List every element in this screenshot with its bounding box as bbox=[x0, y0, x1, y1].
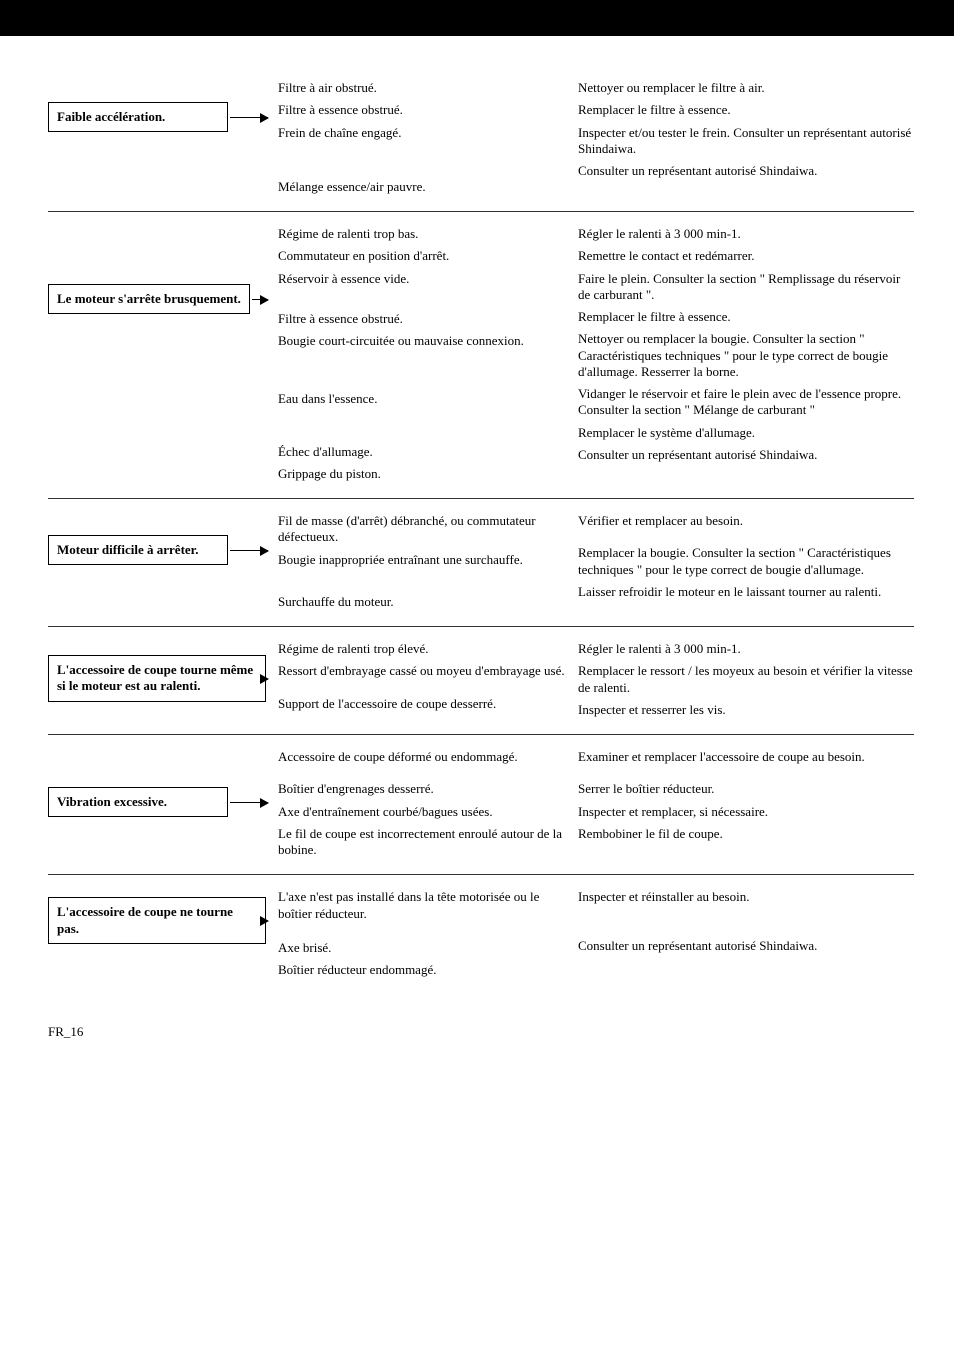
cause-item: Filtre à essence obstrué. bbox=[278, 102, 568, 118]
cause-item: Régime de ralenti trop bas. bbox=[278, 226, 568, 242]
cause-item: Axe brisé. bbox=[278, 940, 568, 956]
cause-list: L'axe n'est pas installé dans la tête mo… bbox=[278, 889, 578, 978]
arrow-icon bbox=[230, 117, 268, 118]
remedy-item: Rembobiner le fil de coupe. bbox=[578, 826, 914, 842]
remedy-item: Inspecter et remplacer, si nécessaire. bbox=[578, 804, 914, 820]
remedy-item: Vidanger le réservoir et faire le plein … bbox=[578, 386, 914, 419]
cause-list: Régime de ralenti trop élevé. Ressort d'… bbox=[278, 641, 578, 712]
symptom-box: L'accessoire de coupe tourne même si le … bbox=[48, 655, 266, 702]
cause-item: Boîtier d'engrenages desserré. bbox=[278, 781, 568, 797]
cause-item: Fil de masse (d'arrêt) débranché, ou com… bbox=[278, 513, 568, 546]
arrow-icon bbox=[252, 299, 268, 300]
cause-item: Filtre à essence obstrué. bbox=[278, 311, 568, 327]
cause-item: L'axe n'est pas installé dans la tête mo… bbox=[278, 889, 568, 922]
cause-list: Filtre à air obstrué. Filtre à essence o… bbox=[278, 80, 578, 195]
symptom-box: Le moteur s'arrête brusquement. bbox=[48, 284, 250, 314]
remedy-item: Remplacer la bougie. Consulter la sectio… bbox=[578, 545, 914, 578]
symptom-box: L'accessoire de coupe ne tourne pas. bbox=[48, 897, 266, 944]
cause-item: Accessoire de coupe déformé ou endommagé… bbox=[278, 749, 568, 765]
remedy-item: Régler le ralenti à 3 000 min-1. bbox=[578, 641, 914, 657]
arrow-icon bbox=[230, 550, 268, 551]
troubleshoot-section: L'accessoire de coupe ne tourne pas. L'a… bbox=[48, 875, 914, 994]
remedy-item: Consulter un représentant autorisé Shind… bbox=[578, 938, 914, 954]
cause-item: Bougie court-circuitée ou mauvaise conne… bbox=[278, 333, 568, 349]
remedy-list: Régler le ralenti à 3 000 min-1. Remplac… bbox=[578, 641, 914, 718]
troubleshoot-section: L'accessoire de coupe tourne même si le … bbox=[48, 627, 914, 735]
cause-item: Filtre à air obstrué. bbox=[278, 80, 568, 96]
cause-item: Bougie inappropriée entraînant une surch… bbox=[278, 552, 568, 568]
cause-item: Réservoir à essence vide. bbox=[278, 271, 568, 287]
remedy-item: Nettoyer ou remplacer la bougie. Consult… bbox=[578, 331, 914, 380]
cause-item: Support de l'accessoire de coupe desserr… bbox=[278, 696, 568, 712]
cause-item: Ressort d'embrayage cassé ou moyeu d'emb… bbox=[278, 663, 568, 679]
arrow-icon bbox=[230, 802, 268, 803]
symptom-box: Moteur difficile à arrêter. bbox=[48, 535, 228, 565]
remedy-item: Remettre le contact et redémarrer. bbox=[578, 248, 914, 264]
cause-item: Échec d'allumage. bbox=[278, 444, 568, 460]
remedy-list: Vérifier et remplacer au besoin. Remplac… bbox=[578, 513, 914, 600]
remedy-item: Vérifier et remplacer au besoin. bbox=[578, 513, 914, 529]
remedy-list: Nettoyer ou remplacer le filtre à air. R… bbox=[578, 80, 914, 179]
remedy-item: Examiner et remplacer l'accessoire de co… bbox=[578, 749, 914, 765]
troubleshoot-section: Le moteur s'arrête brusquement. Régime d… bbox=[48, 212, 914, 499]
troubleshoot-section: Moteur difficile à arrêter. Fil de masse… bbox=[48, 499, 914, 627]
cause-item: Surchauffe du moteur. bbox=[278, 594, 568, 610]
symptom-box: Vibration excessive. bbox=[48, 787, 228, 817]
remedy-item: Inspecter et réinstaller au besoin. bbox=[578, 889, 914, 905]
cause-item: Boîtier réducteur endommagé. bbox=[278, 962, 568, 978]
cause-item: Grippage du piston. bbox=[278, 466, 568, 482]
cause-item: Mélange essence/air pauvre. bbox=[278, 179, 568, 195]
cause-list: Fil de masse (d'arrêt) débranché, ou com… bbox=[278, 513, 578, 610]
cause-list: Régime de ralenti trop bas. Commutateur … bbox=[278, 226, 578, 482]
remedy-item: Consulter un représentant autorisé Shind… bbox=[578, 447, 914, 463]
cause-list: Accessoire de coupe déformé ou endommagé… bbox=[278, 749, 578, 858]
remedy-item: Remplacer le filtre à essence. bbox=[578, 309, 914, 325]
cause-item: Commutateur en position d'arrêt. bbox=[278, 248, 568, 264]
remedy-item: Remplacer le système d'allumage. bbox=[578, 425, 914, 441]
remedy-item: Remplacer le filtre à essence. bbox=[578, 102, 914, 118]
remedy-item: Laisser refroidir le moteur en le laissa… bbox=[578, 584, 914, 600]
cause-item: Frein de chaîne engagé. bbox=[278, 125, 568, 141]
troubleshoot-section: Vibration excessive. Accessoire de coupe… bbox=[48, 735, 914, 875]
symptom-box: Faible accélération. bbox=[48, 102, 228, 132]
page-content: Faible accélération. Filtre à air obstru… bbox=[0, 36, 954, 1014]
remedy-item: Régler le ralenti à 3 000 min-1. bbox=[578, 226, 914, 242]
remedy-item: Consulter un représentant autorisé Shind… bbox=[578, 163, 914, 179]
troubleshoot-section: Faible accélération. Filtre à air obstru… bbox=[48, 66, 914, 212]
remedy-list: Inspecter et réinstaller au besoin. Cons… bbox=[578, 889, 914, 954]
remedy-list: Régler le ralenti à 3 000 min-1. Remettr… bbox=[578, 226, 914, 463]
cause-item: Axe d'entraînement courbé/bagues usées. bbox=[278, 804, 568, 820]
remedy-item: Nettoyer ou remplacer le filtre à air. bbox=[578, 80, 914, 96]
page-footer: FR_16 bbox=[0, 1014, 954, 1060]
remedy-list: Examiner et remplacer l'accessoire de co… bbox=[578, 749, 914, 842]
remedy-item: Inspecter et/ou tester le frein. Consult… bbox=[578, 125, 914, 158]
remedy-item: Serrer le boîtier réducteur. bbox=[578, 781, 914, 797]
cause-item: Le fil de coupe est incorrectement enrou… bbox=[278, 826, 568, 859]
cause-item: Eau dans l'essence. bbox=[278, 391, 568, 407]
header-bar bbox=[0, 0, 954, 36]
cause-item: Régime de ralenti trop élevé. bbox=[278, 641, 568, 657]
remedy-item: Faire le plein. Consulter la section " R… bbox=[578, 271, 914, 304]
remedy-item: Remplacer le ressort / les moyeux au bes… bbox=[578, 663, 914, 696]
remedy-item: Inspecter et resserrer les vis. bbox=[578, 702, 914, 718]
